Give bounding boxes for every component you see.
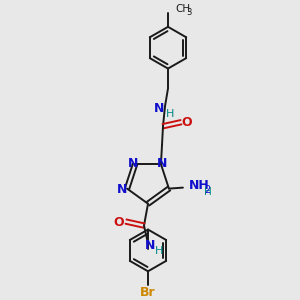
Text: Br: Br — [140, 286, 156, 299]
Text: N: N — [117, 183, 127, 196]
Text: N: N — [157, 157, 167, 170]
Text: H: H — [155, 246, 163, 256]
Text: 3: 3 — [186, 8, 191, 17]
Text: H: H — [166, 109, 174, 119]
Text: H: H — [204, 187, 212, 196]
Text: O: O — [114, 216, 124, 229]
Text: 2: 2 — [204, 184, 210, 195]
Text: N: N — [154, 102, 164, 115]
Text: O: O — [182, 116, 192, 129]
Text: N: N — [128, 157, 138, 170]
Text: NH: NH — [189, 179, 210, 192]
Text: CH: CH — [175, 4, 190, 14]
Text: N: N — [145, 239, 155, 252]
